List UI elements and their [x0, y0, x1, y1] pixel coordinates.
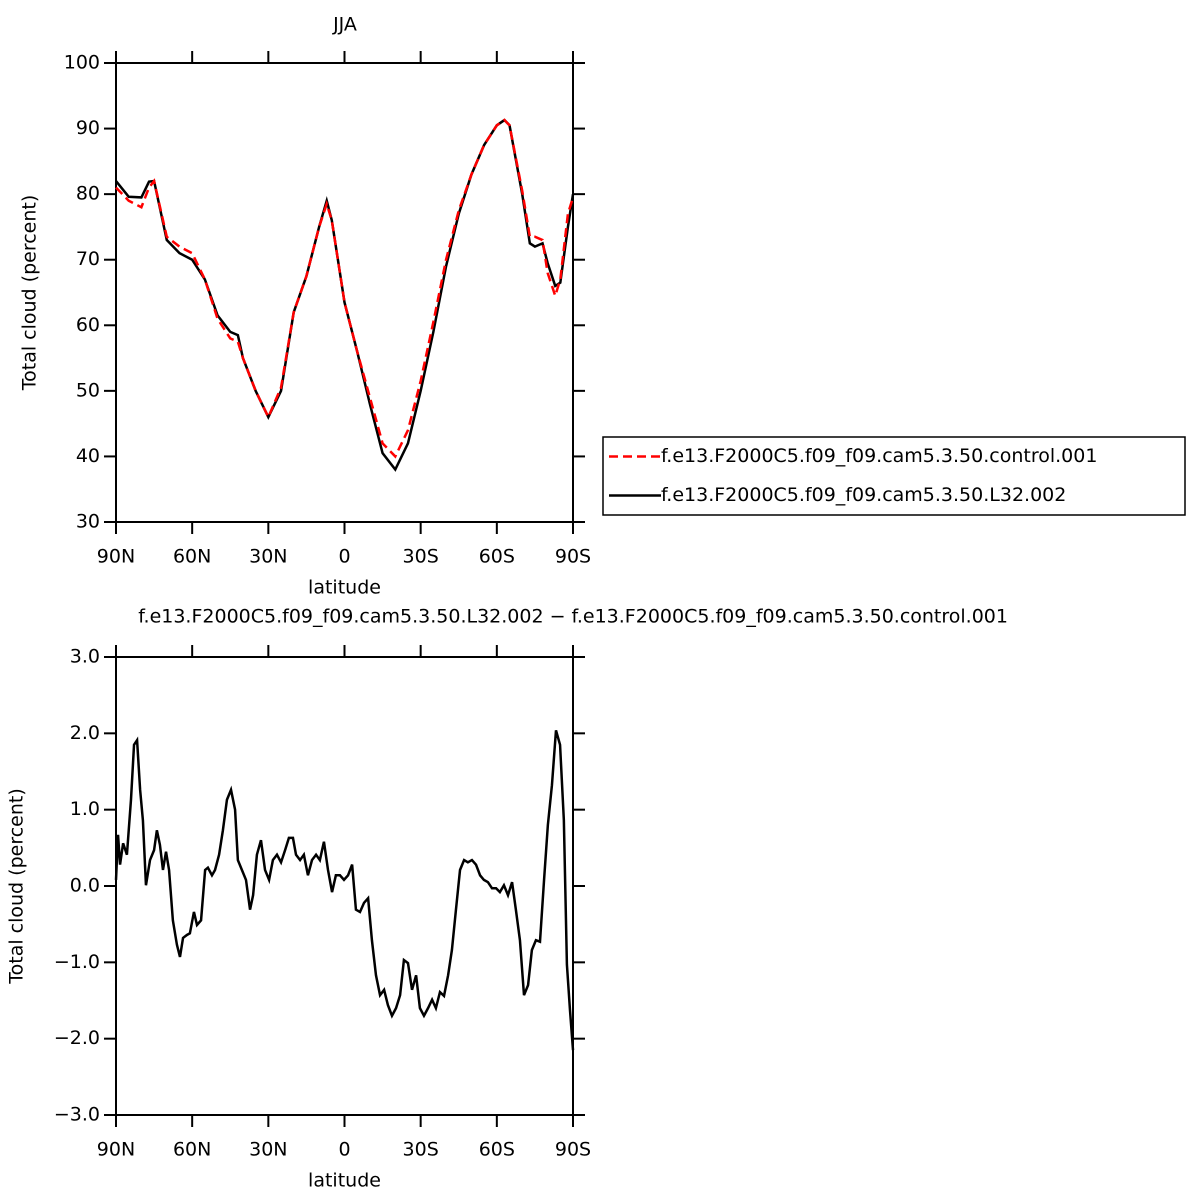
y-tick-label: 2.0 — [70, 722, 100, 744]
y-tick-label: 40 — [76, 445, 100, 467]
y-tick-label: 70 — [76, 248, 100, 270]
x-tick-label: 0 — [338, 1139, 350, 1161]
data-line — [114, 729, 575, 1051]
x-axis-label: latitude — [308, 1170, 381, 1192]
legend-label: f.e13.F2000C5.f09_f09.cam5.3.50.control.… — [661, 445, 1097, 467]
legend-label: f.e13.F2000C5.f09_f09.cam5.3.50.L32.002 — [661, 484, 1066, 506]
x-tick-label: 90S — [555, 1139, 591, 1161]
x-tick-label: 30N — [249, 546, 287, 568]
x-tick-label: 30S — [403, 1139, 439, 1161]
x-tick-label: 30S — [403, 546, 439, 568]
x-tick-label: 60N — [173, 1139, 211, 1161]
y-axis-label: Total cloud (percent) — [19, 195, 41, 392]
x-tick-label: 60S — [479, 546, 515, 568]
chart-title: JJA — [332, 14, 357, 36]
y-tick-label: 30 — [76, 511, 100, 533]
x-tick-label: 0 — [338, 546, 350, 568]
y-tick-label: 3.0 — [70, 646, 100, 668]
x-tick-label: 30N — [249, 1139, 287, 1161]
x-tick-label: 90N — [97, 1139, 135, 1161]
data-line — [115, 118, 575, 459]
y-axis-label: Total cloud (percent) — [6, 788, 28, 985]
x-tick-label: 60S — [479, 1139, 515, 1161]
x-axis-label: latitude — [308, 577, 381, 599]
legend-box — [602, 436, 1186, 516]
y-tick-label: −2.0 — [54, 1027, 100, 1049]
x-tick-label: 90N — [97, 546, 135, 568]
plot-frame — [115, 62, 574, 523]
y-tick-label: 50 — [76, 379, 100, 401]
chart-title: f.e13.F2000C5.f09_f09.cam5.3.50.L32.002 … — [138, 606, 1008, 628]
y-tick-label: 80 — [76, 183, 100, 205]
y-tick-label: −3.0 — [54, 1104, 100, 1126]
x-tick-label: 90S — [555, 546, 591, 568]
x-tick-label: 60N — [173, 546, 211, 568]
y-tick-label: 1.0 — [70, 798, 100, 820]
y-tick-label: −1.0 — [54, 951, 100, 973]
y-tick-label: 0.0 — [70, 875, 100, 897]
y-tick-label: 100 — [64, 52, 100, 74]
y-tick-label: 60 — [76, 314, 100, 336]
y-tick-label: 90 — [76, 117, 100, 139]
